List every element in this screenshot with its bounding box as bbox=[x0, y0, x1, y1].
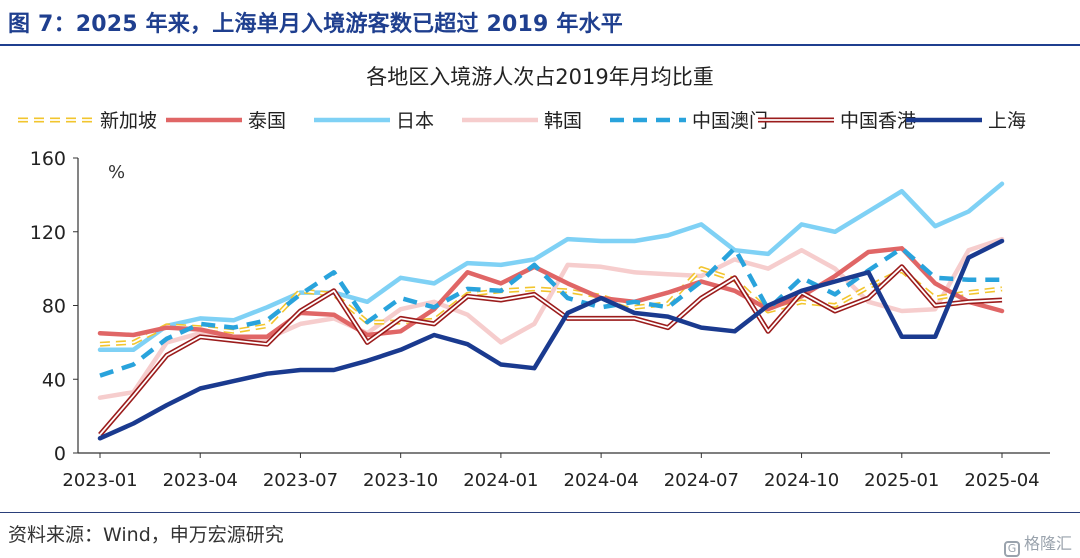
legend-label: 中国香港 bbox=[840, 110, 916, 132]
x-tick-label: 2023-10 bbox=[363, 470, 438, 491]
legend-item-韩国: 韩国 bbox=[462, 110, 582, 132]
x-tick-label: 2025-01 bbox=[864, 470, 939, 491]
x-tick-label: 2024-07 bbox=[664, 470, 739, 491]
series-line bbox=[97, 246, 1005, 340]
chart-title: 各地区入境游人次占2019年月均比重 bbox=[366, 65, 713, 89]
legend-label: 韩国 bbox=[544, 110, 582, 132]
series-line-inner bbox=[99, 265, 1003, 436]
legend-item-上海: 上海 bbox=[906, 110, 1026, 132]
legend-label: 新加坡 bbox=[100, 110, 157, 132]
chart-series-group bbox=[97, 181, 1005, 441]
x-tick-label: 2024-10 bbox=[764, 470, 839, 491]
watermark-text: 格隆汇 bbox=[1023, 534, 1072, 553]
y-tick-label: 120 bbox=[30, 222, 66, 244]
chart-axes: 0 40 80 120 160 2023-01 2023-04 2023-07 2023-10 2… bbox=[30, 148, 1050, 491]
legend-label: 泰国 bbox=[248, 110, 286, 132]
legend-item-日本: 日本 bbox=[314, 110, 434, 132]
legend-label: 日本 bbox=[396, 110, 434, 132]
x-tick-label: 2024-04 bbox=[564, 470, 639, 491]
series-中国澳门 bbox=[99, 246, 1002, 378]
legend-label: 中国澳门 bbox=[692, 110, 768, 132]
series-line bbox=[99, 246, 1002, 378]
series-日本 bbox=[97, 181, 1005, 353]
legend-label: 上海 bbox=[988, 110, 1026, 132]
x-tick-label: 2024-01 bbox=[463, 470, 538, 491]
series-line bbox=[97, 238, 1005, 441]
series-line bbox=[97, 181, 1005, 353]
x-tick-label: 2023-07 bbox=[263, 470, 338, 491]
legend-item-新加坡: 新加坡 bbox=[18, 110, 157, 132]
figure-title: 图 7：2025 年来，上海单月入境游客数已超过 2019 年水平 bbox=[8, 12, 624, 37]
watermark: G 格隆汇 bbox=[1003, 530, 1072, 557]
legend-item-中国澳门: 中国澳门 bbox=[610, 110, 768, 132]
y-tick-label: 0 bbox=[54, 443, 66, 465]
legend-item-泰国: 泰国 bbox=[166, 110, 286, 132]
series-泰国 bbox=[97, 246, 1005, 340]
watermark-logo-icon: G bbox=[1003, 541, 1020, 557]
series-上海 bbox=[97, 238, 1005, 441]
y-tick-label: 160 bbox=[30, 148, 66, 170]
title-divider bbox=[0, 44, 1080, 46]
legend-item-中国香港: 中国香港 bbox=[758, 110, 916, 132]
source-divider bbox=[0, 512, 1080, 513]
x-tick-label: 2023-01 bbox=[62, 470, 137, 491]
series-中国香港 bbox=[98, 264, 1003, 437]
unit-label: % bbox=[108, 162, 125, 183]
x-tick-label: 2023-04 bbox=[163, 470, 238, 491]
line-chart: 各地区入境游人次占2019年月均比重 新加坡 泰国 日本 韩国 中国澳门 中国香港 上海 0… bbox=[18, 65, 1050, 491]
y-tick-label: 80 bbox=[42, 296, 66, 318]
x-tick-label: 2025-04 bbox=[964, 470, 1039, 491]
source-note: 资料来源：Wind，申万宏源研究 bbox=[8, 524, 284, 546]
chart-legend: 新加坡 泰国 日本 韩国 中国澳门 中国香港 上海 bbox=[18, 110, 1026, 132]
y-tick-label: 40 bbox=[42, 369, 66, 391]
